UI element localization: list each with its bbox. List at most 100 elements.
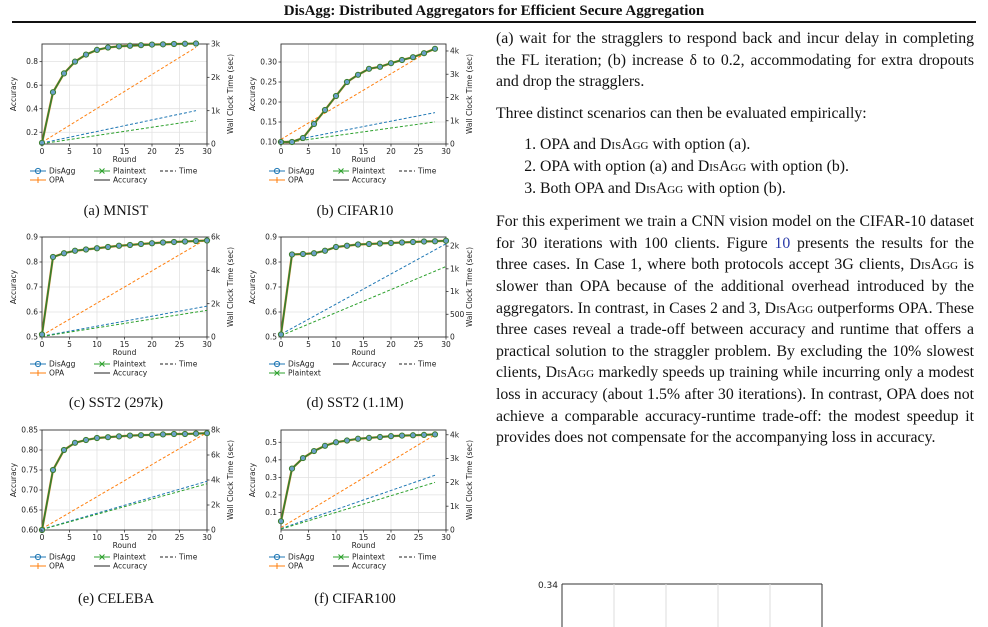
- xtick-label: 10: [92, 533, 102, 542]
- legend-disagg-marker: [273, 167, 281, 175]
- accuracy-point: [82, 51, 90, 58]
- xtick-label: 30: [441, 533, 451, 542]
- xtick-label: 15: [120, 147, 130, 156]
- accuracy-point: [203, 237, 211, 244]
- legend-label-opa: OPA: [288, 176, 304, 185]
- time-series-plaintext: [41, 483, 208, 530]
- xtick-label: 25: [414, 147, 424, 156]
- accuracy-point: [82, 246, 90, 253]
- legend-label-accuracy: Accuracy: [113, 176, 148, 185]
- accuracy-point: [398, 239, 406, 246]
- legend-label-plaintext: Plaintext: [113, 360, 146, 369]
- scenario-list: OPA and DisAgg with option (a). OPA with…: [496, 134, 974, 199]
- accuracy-point: [321, 106, 329, 114]
- scenario-item: OPA and DisAgg with option (a).: [540, 134, 974, 156]
- figure-reference-link[interactable]: 10: [774, 234, 791, 252]
- accuracy-point: [49, 89, 57, 96]
- x-axis-label: Round: [113, 348, 137, 357]
- accuracy-point: [442, 237, 450, 244]
- legend-label-disagg: DisAgg: [288, 553, 315, 562]
- xtick-label: 20: [147, 533, 157, 542]
- xtick-label: 15: [120, 533, 130, 542]
- accuracy-point: [170, 40, 178, 48]
- accuracy-point: [332, 243, 340, 251]
- accuracy-point: [137, 432, 145, 439]
- xtick-label: 0: [40, 147, 45, 156]
- y-axis-label: Accuracy: [9, 269, 18, 304]
- accuracy-point: [203, 430, 211, 437]
- accuracy-point: [288, 138, 296, 146]
- page-header: DisAgg: Distributed Aggregators for Effi…: [0, 0, 988, 23]
- accuracy-point: [321, 247, 329, 254]
- accuracy-point: [398, 56, 406, 64]
- xtick-label: 0: [279, 533, 284, 542]
- accuracy-point: [288, 251, 296, 258]
- accuracy-point: [310, 447, 318, 455]
- ytick-label: 0.20: [260, 98, 277, 107]
- legend-label-disagg: DisAgg: [49, 553, 76, 562]
- y2-axis-label: Wall Clock Time (sec): [465, 440, 474, 520]
- accuracy-point: [93, 46, 101, 53]
- chart-d: 0 5 10 15 20 25 30 0.5 0.6 0.7 0.8 0.9 0 500 1k 1k 2k Rou…: [248, 233, 474, 378]
- accuracy-point: [192, 430, 200, 437]
- accuracy-point: [387, 60, 395, 67]
- legend-opa-marker: [35, 563, 41, 569]
- legend-label-opa: OPA: [49, 562, 65, 571]
- accuracy-point: [343, 242, 351, 249]
- xtick-label: 0: [279, 147, 284, 156]
- accuracy-point: [431, 431, 439, 438]
- y2tick-label: 2k: [450, 478, 460, 487]
- ytick-label: 0.4: [26, 104, 38, 113]
- xtick-label: 20: [147, 147, 157, 156]
- xtick-label: 30: [441, 340, 451, 349]
- scenario-item: OPA with option (a) and DisAgg with opti…: [540, 156, 974, 178]
- y2tick-label: 1k: [450, 287, 460, 296]
- accuracy-line: [281, 47, 436, 143]
- accuracy-point: [376, 63, 384, 70]
- xtick-label: 20: [386, 147, 396, 156]
- time-series-disagg: [280, 474, 436, 530]
- y2tick-label: 2k: [450, 242, 460, 251]
- ytick-label: 0.30: [260, 58, 277, 67]
- legend-label-time: Time: [178, 553, 198, 562]
- accuracy-point: [387, 433, 395, 440]
- y2tick-label: 500: [450, 310, 465, 319]
- ytick-label: 0.60: [21, 526, 38, 535]
- accuracy-point: [60, 446, 68, 454]
- xtick-label: 5: [67, 340, 72, 349]
- chart-c: 0 5 10 15 20 25 30 0.5 0.6 0.7 0.8 0.9 0 2k 4k 6k Round A…: [9, 233, 235, 378]
- accuracy-point: [181, 430, 189, 438]
- ytick-label: 0.8: [26, 258, 38, 267]
- y2tick-label: 1k: [450, 502, 460, 511]
- accuracy-point: [170, 430, 178, 438]
- accuracy-point: [365, 240, 373, 248]
- y-axis-label: Accuracy: [248, 269, 257, 304]
- figure-10-partial: 0.34: [538, 581, 823, 627]
- accuracy-point: [104, 434, 112, 441]
- xtick-label: 0: [279, 340, 284, 349]
- accuracy-point: [192, 237, 200, 245]
- y2tick-label: 1k: [450, 264, 460, 273]
- y2tick-label: 4k: [450, 430, 460, 439]
- xtick-label: 25: [414, 340, 424, 349]
- legend-label-time: Time: [417, 167, 437, 176]
- time-series-plaintext: [41, 120, 197, 145]
- accuracy-point: [192, 40, 200, 47]
- legend-label-opa: OPA: [49, 369, 65, 378]
- accuracy-point: [431, 238, 439, 245]
- paragraph-experiment: For this experiment we train a CNN visio…: [496, 213, 974, 447]
- legend-plaintext-marker: [99, 168, 105, 174]
- xtick-label: 5: [67, 533, 72, 542]
- accuracy-point: [332, 92, 340, 100]
- y2tick-label: 0: [211, 333, 216, 342]
- ytick-label: 0.1: [265, 508, 277, 517]
- y-axis-label: Accuracy: [9, 76, 18, 111]
- accuracy-point: [409, 432, 417, 439]
- accuracy-point: [387, 239, 395, 247]
- paragraph-scenarios: Three distinct scenarios can then be eva…: [496, 104, 867, 122]
- accuracy-point: [310, 120, 318, 128]
- xtick-label: 0: [40, 533, 45, 542]
- x-axis-label: Round: [352, 155, 376, 164]
- legend-disagg-marker: [273, 553, 281, 561]
- y2-axis-label: Wall Clock Time (sec): [226, 440, 235, 520]
